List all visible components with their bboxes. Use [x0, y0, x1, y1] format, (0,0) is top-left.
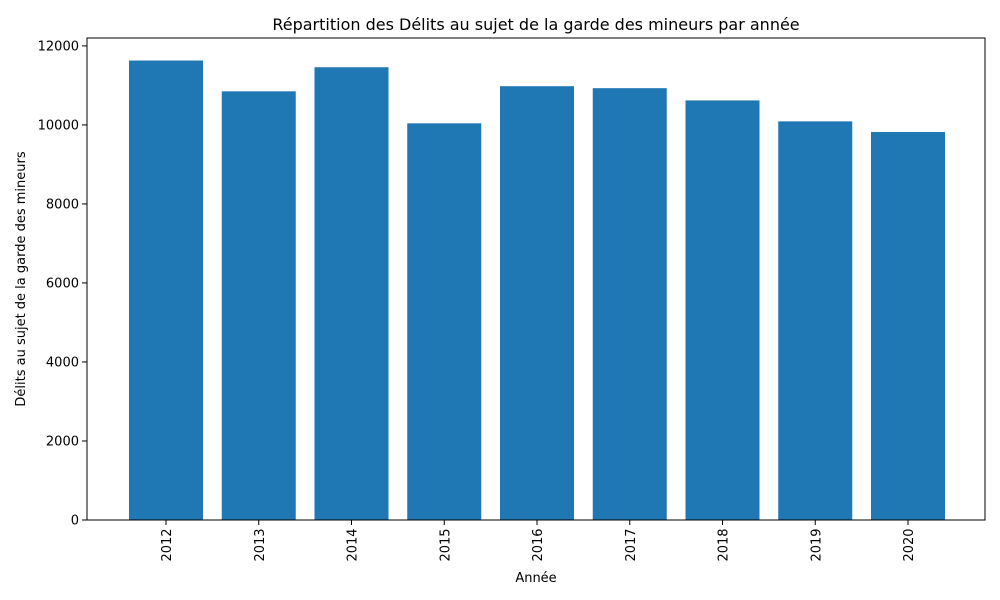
- bar-2020: [871, 132, 945, 520]
- y-axis-label: Délits au sujet de la garde des mineurs: [14, 151, 29, 406]
- bar-2015: [407, 123, 482, 520]
- bar-2012: [129, 60, 203, 520]
- x-tick-label-2017: 2017: [624, 528, 639, 561]
- x-tick-label-2013: 2013: [253, 528, 268, 561]
- y-tick-label-6000: 6000: [46, 276, 79, 291]
- bar-2017: [592, 88, 667, 520]
- bar-2018: [685, 100, 760, 521]
- y-tick-label-8000: 8000: [46, 197, 79, 212]
- y-tick-label-12000: 12000: [38, 39, 79, 54]
- x-tick-label-2019: 2019: [809, 528, 824, 561]
- x-axis-ticks: 2012 2013 2014 2015 2016 2017 2018 2019 2020: [160, 520, 917, 562]
- x-tick-label-2016: 2016: [531, 528, 546, 561]
- bar-2019: [778, 121, 853, 520]
- y-tick-label-10000: 10000: [38, 118, 79, 133]
- y-tick-label-2000: 2000: [46, 434, 79, 449]
- x-tick-label-2020: 2020: [902, 528, 917, 561]
- bar-2014: [314, 67, 389, 520]
- x-tick-label-2018: 2018: [717, 528, 732, 561]
- bars-group: [129, 60, 945, 521]
- y-tick-label-0: 0: [71, 514, 79, 529]
- y-tick-label-4000: 4000: [46, 355, 79, 370]
- y-axis-ticks: 0 2000 4000 6000 8000 10000 12000: [38, 39, 87, 529]
- plot-frame: [86, 37, 986, 521]
- x-tick-label-2012: 2012: [160, 528, 175, 561]
- x-axis-label: Année: [515, 571, 556, 586]
- chart-title: Répartition des Délits au sujet de la ga…: [272, 15, 799, 34]
- x-tick-label-2014: 2014: [346, 528, 361, 561]
- bar-2016: [500, 86, 574, 520]
- x-tick-label-2015: 2015: [438, 528, 453, 561]
- bar-2013: [221, 91, 296, 521]
